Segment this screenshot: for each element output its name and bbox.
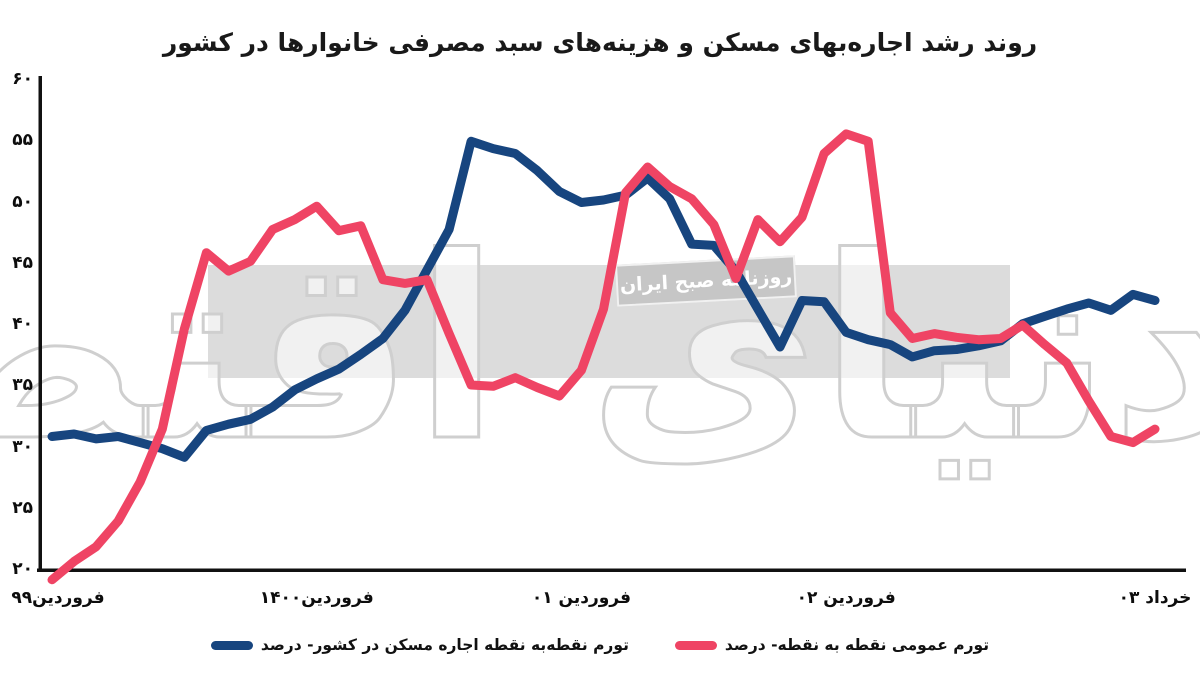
y-tick-label: ۵۵ [12,130,33,151]
rent-legend-label: تورم نقطه‌به نقطه اجاره مسکن در کشور- در… [260,636,629,654]
y-tick-label: ۳۰ [12,436,33,457]
chart-legend: تورم نقطه‌به نقطه اجاره مسکن در کشور- در… [0,636,1200,654]
cpi-legend-label: تورم عمومی نقطه به نقطه- درصد [724,636,990,654]
y-tick-label: ۶۰ [12,69,33,89]
y-tick-label: ۳۵ [12,375,33,396]
cpi-legend-swatch [674,640,717,650]
y-tick-label: ۲۵ [12,497,33,518]
x-tick-label: خرداد ۰۳ [1118,588,1192,608]
y-tick-label: ۲۰ [12,559,33,579]
general-inflation-line [47,129,1160,585]
x-tick-label: فروردین۹۹ [11,588,105,608]
chart-title: روند رشد اجاره‌بهای مسکن و هزینه‌های سبد… [162,28,1038,57]
x-axis-line [37,568,1186,572]
x-tick-label: فروردین ۰۲ [796,588,896,608]
y-tick-label: ۴۵ [12,252,33,273]
legend-item-rent: تورم نقطه‌به نقطه اجاره مسکن در کشور- در… [210,636,629,654]
x-tick-label: فروردین۱۴۰۰ [259,588,374,608]
y-axis-line [38,76,42,571]
x-tick-label: فروردین ۰۱ [531,588,632,608]
y-tick-label: ۵۰ [12,191,33,212]
legend-item-cpi: تورم عمومی نقطه به نقطه- درصد [674,636,990,654]
rent-legend-swatch [210,640,253,650]
rent-inflation-line [47,136,1160,462]
y-tick-label: ۴۰ [12,314,33,334]
watermark-newspaper-name: دنیای اقتصاد [0,203,1200,499]
